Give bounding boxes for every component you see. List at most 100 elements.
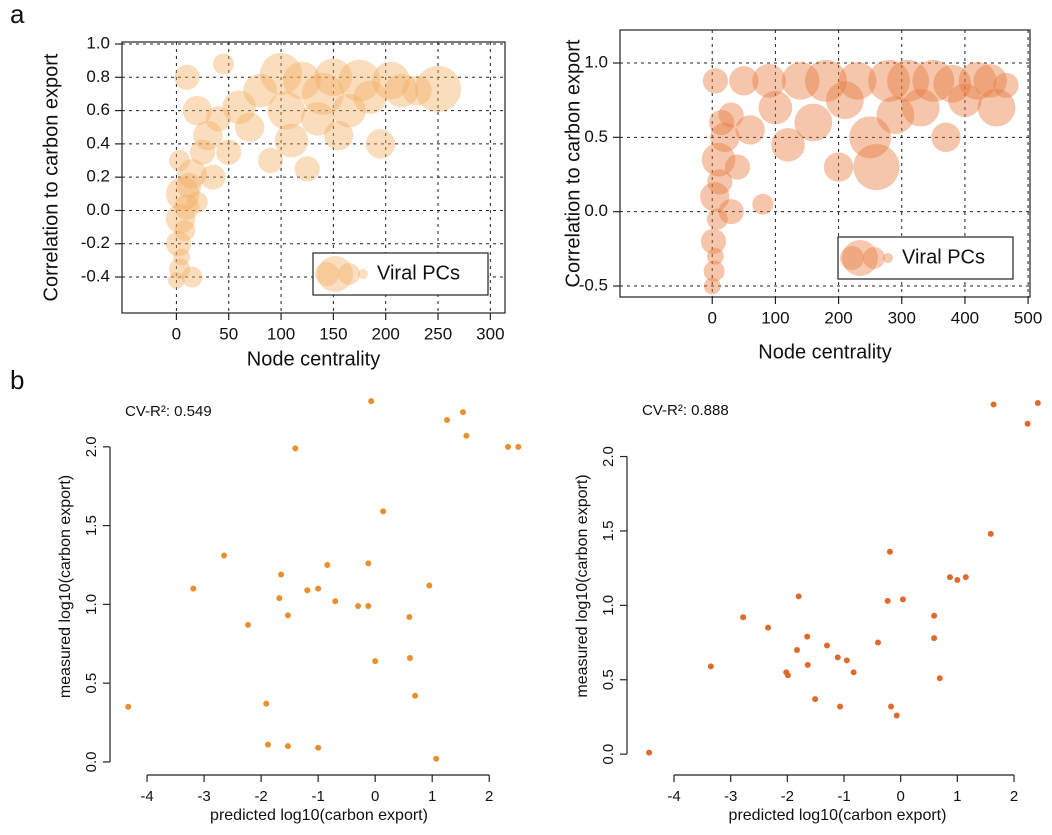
x-tick-label: -3 [197, 788, 210, 805]
panel-label: b [10, 365, 24, 395]
point [793, 646, 800, 653]
point [459, 409, 466, 416]
marks [700, 59, 1019, 295]
bubble [186, 191, 208, 213]
bubble [973, 64, 1008, 98]
x-axis-label: Node centrality [247, 348, 380, 370]
x-axis-label: Node centrality [758, 341, 891, 363]
x-tick-label: 300 [888, 308, 916, 327]
bubble [735, 115, 765, 145]
point [899, 596, 906, 603]
point [406, 654, 413, 661]
point [444, 417, 451, 424]
bubble [781, 61, 820, 100]
point [795, 593, 802, 600]
marks [125, 398, 522, 762]
x-tick-label: -4 [667, 788, 680, 805]
bubble [701, 142, 736, 177]
x-tick-label: 0 [371, 788, 379, 805]
point [284, 612, 291, 619]
y-axis-label: Correlation to carbon export [562, 39, 584, 287]
panel: -4 -3 -2 -1 0 1 2 0.0 0.5 1.0 1.5 2.0 predicted log1… [574, 399, 1041, 824]
y-tick-label: 1.5 [83, 515, 100, 536]
bubble [703, 277, 721, 295]
point [372, 658, 379, 665]
legend-label: Viral PCs [377, 262, 460, 284]
y-tick-label: -0.4 [81, 267, 110, 286]
point [368, 398, 375, 405]
x-tick-label: 2 [1010, 788, 1018, 805]
bubble [700, 182, 730, 212]
x-tick-label: -4 [140, 788, 153, 805]
bubble [165, 204, 196, 234]
bubble [948, 83, 982, 117]
legend-swatch [883, 253, 893, 263]
y-tick-label: 0.5 [83, 673, 100, 694]
legend-box [837, 236, 1014, 280]
bubble [384, 73, 419, 108]
bubble [365, 129, 396, 159]
bubble [314, 58, 353, 97]
bubble [402, 75, 432, 106]
bubble [205, 106, 231, 132]
y-axis-label: measured log10(carbon export) [57, 475, 74, 698]
x-tick-label: -1 [837, 788, 850, 805]
bubble [294, 156, 320, 182]
point [315, 585, 322, 592]
x-tick-label: -2 [254, 788, 267, 805]
y-tick-label: 0.4 [86, 133, 110, 152]
point [888, 703, 895, 710]
bubble [709, 109, 735, 136]
bubble [182, 95, 213, 126]
y-tick-label: 1.5 [600, 521, 617, 542]
x-tick-label: 300 [476, 324, 504, 343]
bubble [200, 164, 226, 190]
legend-swatch [842, 240, 878, 276]
bubble [794, 103, 833, 142]
bubble [804, 59, 847, 102]
bubble [771, 127, 805, 162]
x-tick-label: 200 [372, 324, 400, 343]
point [380, 508, 387, 515]
annotation: CV-R²: 0.549 [125, 403, 212, 420]
point [875, 639, 882, 646]
bubble [707, 169, 733, 195]
bubble [174, 194, 200, 220]
bubble [912, 59, 955, 102]
point [463, 432, 470, 439]
x-tick-label: -3 [724, 788, 737, 805]
bubble [338, 59, 381, 102]
x-tick-label: 200 [824, 308, 852, 327]
y-tick-label: 0.5 [600, 669, 617, 690]
x-tick-label: 100 [761, 308, 789, 327]
point [365, 560, 372, 567]
point [962, 574, 969, 581]
point [332, 598, 339, 605]
point [1024, 420, 1031, 427]
point [804, 661, 811, 668]
point [990, 401, 997, 408]
x-axis-label: predicted log10(carbon export) [210, 807, 428, 824]
bubble [176, 172, 202, 199]
bubble [718, 199, 744, 225]
bubble [213, 53, 235, 75]
point [412, 692, 419, 699]
legend-swatch [338, 263, 360, 285]
point [1034, 399, 1041, 406]
x-tick-label: -1 [311, 788, 324, 805]
bubble [300, 102, 335, 136]
legend-swatch [358, 269, 368, 279]
bubble [177, 159, 207, 189]
bubble [243, 73, 277, 108]
y-axis-label: measured log10(carbon export) [574, 474, 591, 697]
bubble [706, 247, 724, 265]
point [278, 571, 285, 578]
x-tick-label: -2 [781, 788, 794, 805]
point [812, 696, 819, 703]
point [884, 597, 891, 604]
bubble [414, 65, 462, 113]
bubble [876, 96, 915, 134]
point [954, 577, 961, 584]
x-tick-label: 500 [1014, 308, 1042, 327]
bubble [174, 64, 200, 90]
